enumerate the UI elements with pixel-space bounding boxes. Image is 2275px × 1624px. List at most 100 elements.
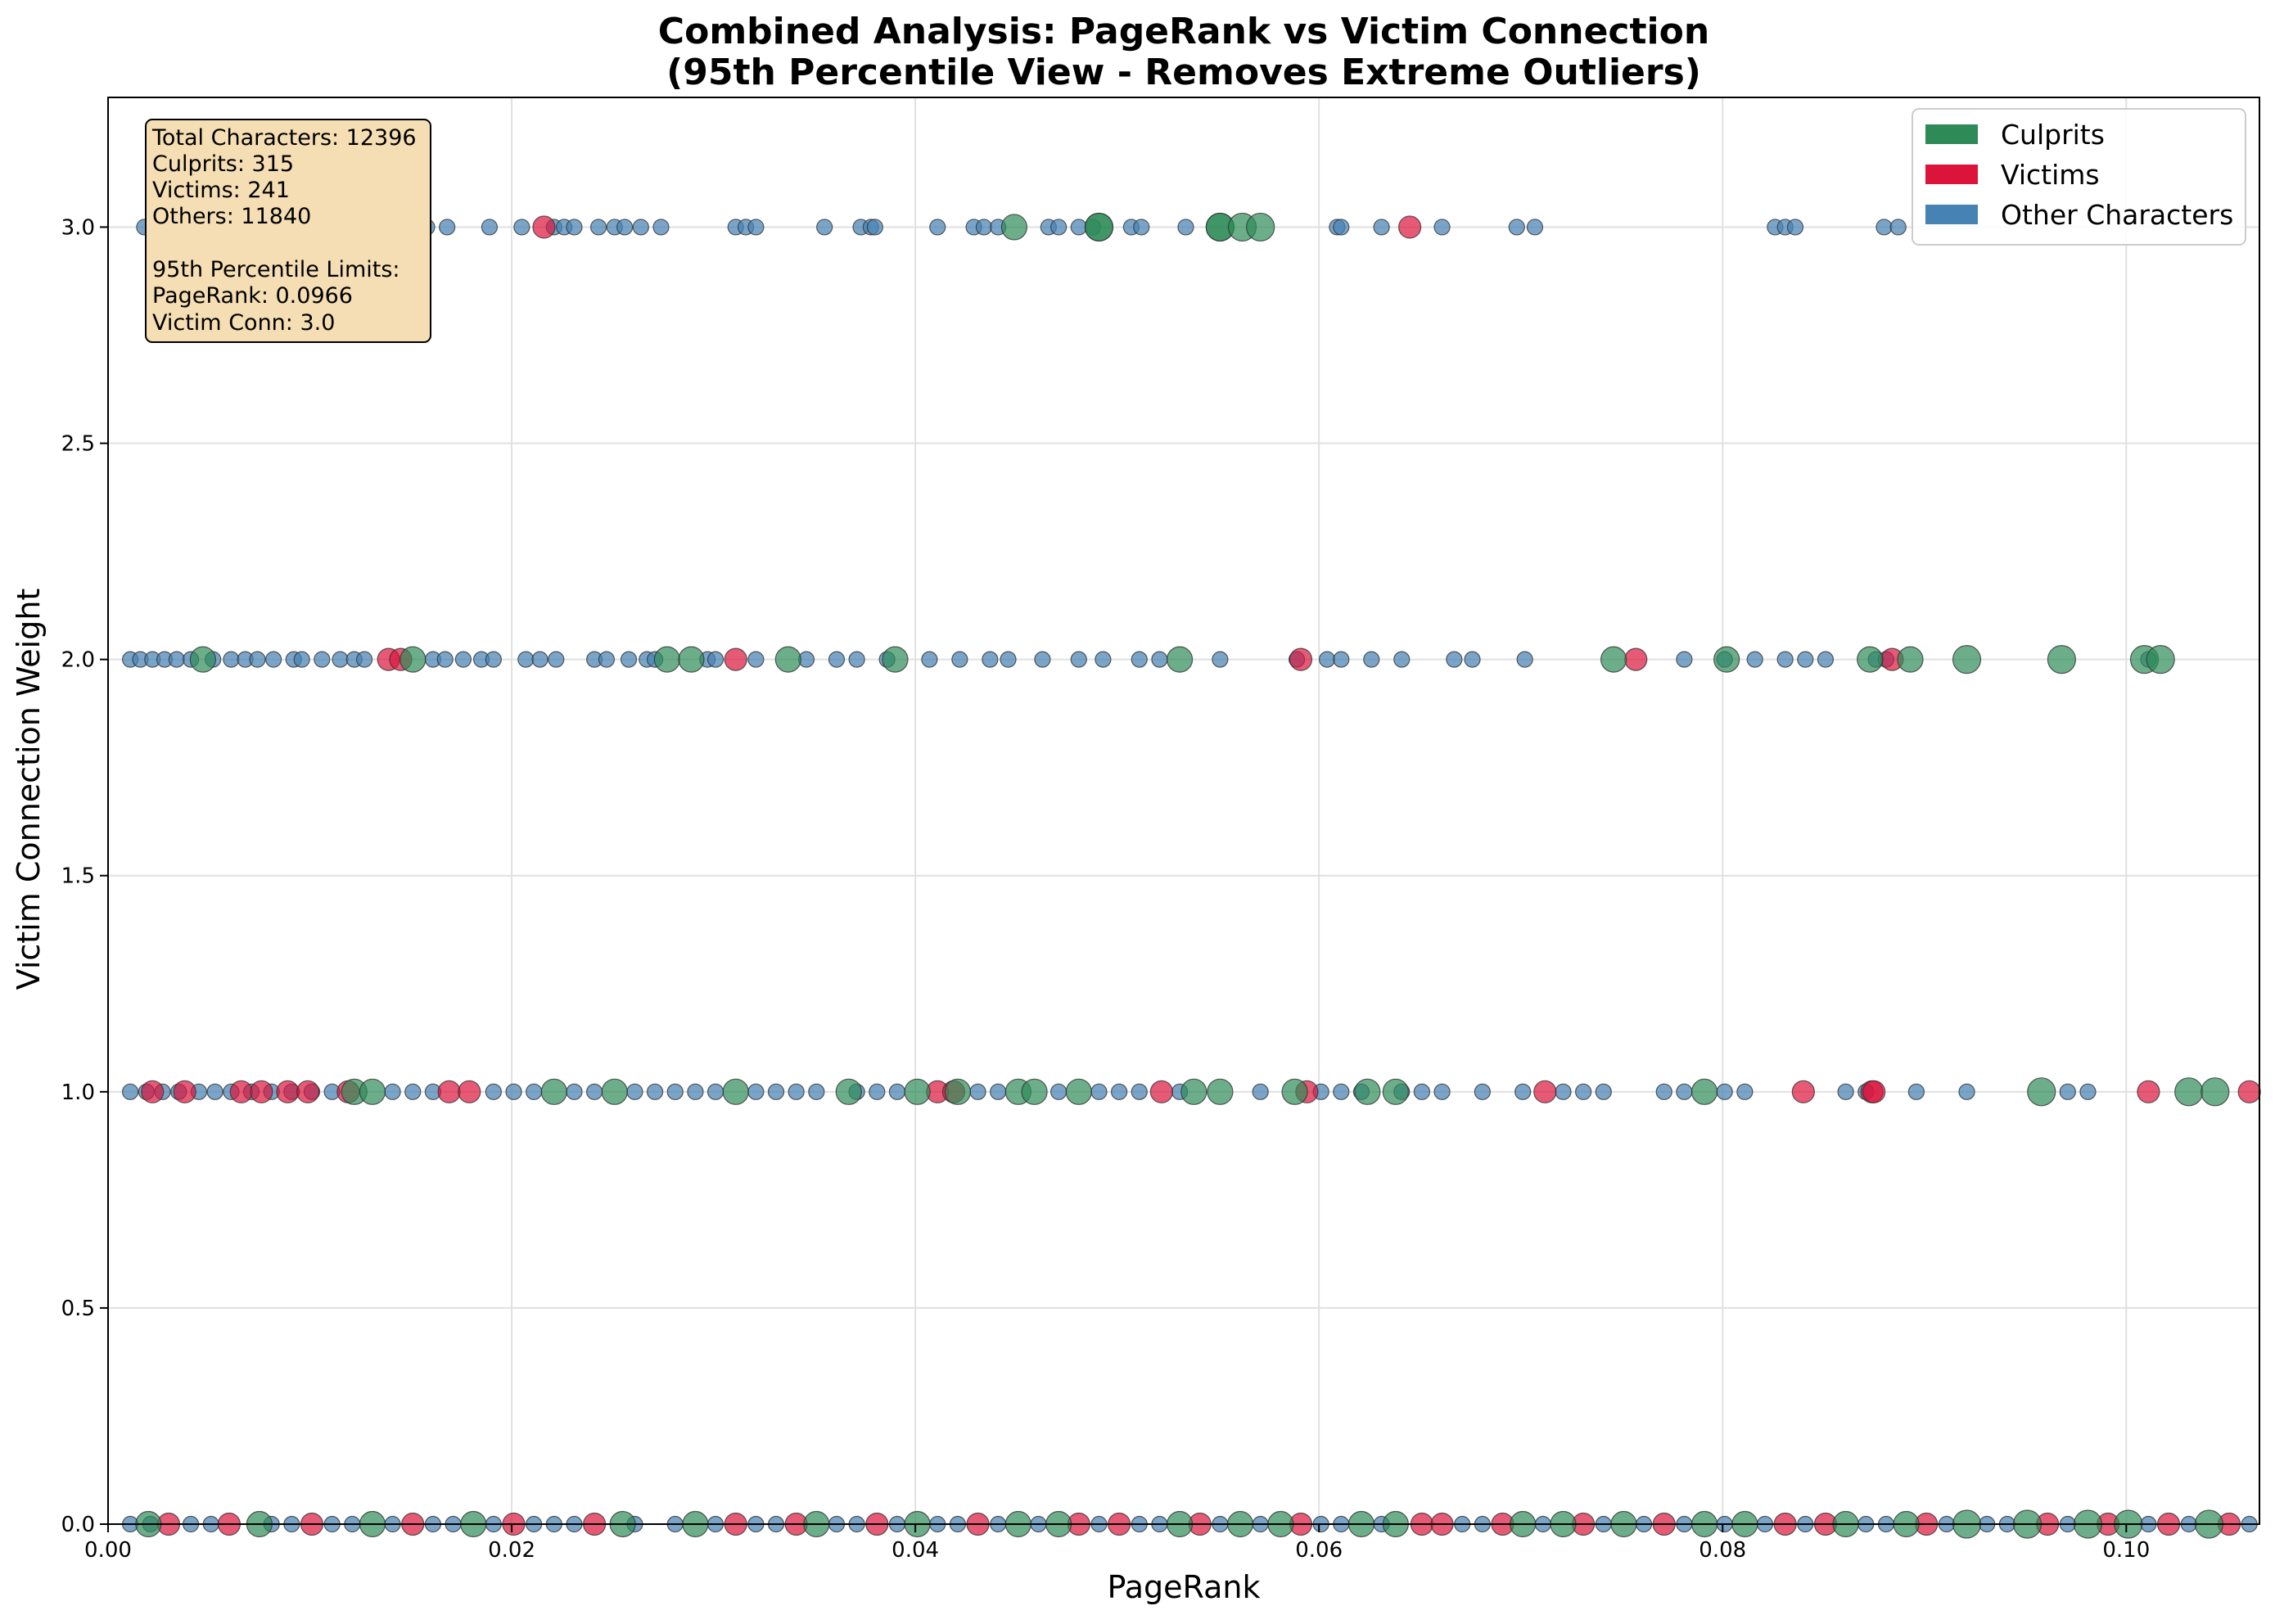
point-other-characters [206,1083,223,1100]
point-other-characters [888,1083,906,1100]
y-tick-label: 1.5 [61,864,95,889]
point-culprits [601,1078,628,1105]
point-other-characters [1131,1083,1148,1100]
point-other-characters [929,219,946,236]
point-other-characters [589,219,607,236]
point-other-characters [1133,219,1150,236]
legend-frame [1912,108,2246,246]
x-tick-label: 0.10 [2102,1538,2150,1563]
point-victims [276,1080,300,1103]
point-other-characters [1363,651,1380,668]
point-other-characters [531,651,548,668]
point-other-characters [1070,651,1087,668]
point-other-characters [620,651,638,668]
point-other-characters [1393,651,1411,668]
point-other-characters [646,1083,664,1100]
y-tick-label: 2.0 [61,648,95,673]
point-other-characters [1655,1083,1672,1100]
point-culprits [653,646,680,673]
point-other-characters [1034,651,1051,668]
point-culprits [1382,1078,1409,1105]
point-victims [532,215,556,239]
point-other-characters [869,1083,886,1100]
point-other-characters [1516,651,1533,668]
point-other-characters [747,1083,765,1100]
legend-label-other-characters: Other Characters [2001,199,2233,231]
point-other-characters [816,219,833,236]
point-victims [1149,1080,1173,1103]
point-culprits [944,1078,971,1105]
point-other-characters [1508,219,1525,236]
info-line: Total Characters: 12396 [151,125,417,151]
point-other-characters [566,219,583,236]
point-other-characters [249,651,266,668]
point-victims [1533,1080,1557,1103]
legend: Culprits Victims Other Characters [1912,108,2246,246]
point-other-characters [808,1083,825,1100]
chart-subtitle: (95th Percentile View - Removes Extreme … [666,52,1701,93]
point-other-characters [1514,1083,1532,1100]
point-culprits [1000,214,1028,241]
legend-label-culprits: Culprits [2001,119,2105,151]
point-other-characters [505,1083,522,1100]
point-culprits [1713,646,1740,673]
point-other-characters [616,219,634,236]
point-other-characters [747,651,765,668]
point-other-characters [513,219,530,236]
point-culprits [904,1078,931,1105]
point-other-characters [332,651,349,668]
point-other-characters [454,651,472,668]
point-culprits [722,1078,749,1105]
point-other-characters [975,219,993,236]
point-other-characters [384,1083,401,1100]
point-victims [173,1080,196,1103]
point-other-characters [706,1083,724,1100]
point-other-characters [1111,1083,1128,1100]
point-other-characters [1373,219,1390,236]
y-tick-label: 2.5 [61,432,95,457]
legend-swatch-culprits [1925,124,1978,144]
info-line: PageRank: 0.0966 [152,283,353,309]
point-other-characters [632,219,649,236]
point-other-characters [223,651,240,668]
point-culprits [189,646,216,673]
point-other-characters [1413,1083,1431,1100]
point-culprits [1065,1078,1092,1105]
point-other-characters [666,1083,684,1100]
point-culprits [1952,645,1982,674]
point-victims [1791,1080,1815,1103]
info-line: 95th Percentile Limits: [152,257,400,282]
point-other-characters [1575,1083,1592,1100]
point-other-characters [517,651,535,668]
point-other-characters [586,1083,603,1100]
x-tick-label: 0.06 [1295,1538,1343,1563]
point-other-characters [1318,651,1336,668]
point-culprits [1084,212,1114,242]
point-other-characters [1095,651,1112,668]
point-culprits [1690,1078,1718,1105]
point-other-characters [706,651,724,668]
point-other-characters [481,219,499,236]
info-line: Victim Conn: 3.0 [152,310,335,336]
info-line: Culprits: 315 [152,151,294,177]
point-other-characters [439,219,456,236]
point-victims [2137,1080,2160,1103]
point-other-characters [1716,1083,1733,1100]
point-culprits [1281,1078,1308,1105]
info-box: Total Characters: 12396 Culprits: 315 Vi… [145,119,431,343]
point-culprits [774,646,801,673]
point-victims [296,1080,320,1103]
point-victims [250,1080,273,1103]
point-other-characters [969,1083,986,1100]
info-line: Others: 11840 [152,204,311,229]
y-tick-label: 0.5 [61,1297,95,1321]
info-line: Victims: 241 [152,178,290,203]
point-other-characters [1907,1083,1925,1100]
point-other-characters [1817,651,1835,668]
point-other-characters [828,651,846,668]
point-other-characters [1786,219,1804,236]
point-culprits [678,646,705,673]
point-culprits [1857,646,1884,673]
point-culprits [2047,645,2077,674]
